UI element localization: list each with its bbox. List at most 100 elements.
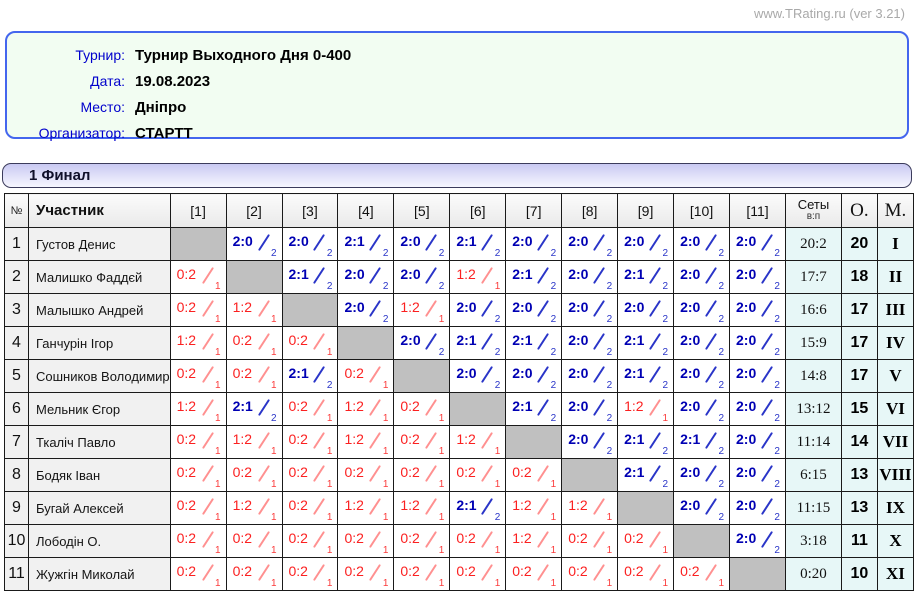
match-games-won: 2	[718, 446, 725, 457]
match-score: 2:0	[680, 332, 701, 348]
table-row: 9 Бугай Алексей 0:2 1 1:2 1 0:2 1 1:2 1 1:2 1 2:1 2 1:…	[4, 491, 914, 525]
match-score: 1:2	[512, 530, 532, 546]
match-score: 2:0	[568, 332, 589, 348]
match-score: 2:0	[736, 431, 757, 447]
match-cell: 1:2 1	[449, 425, 507, 459]
match-games-won: 1	[494, 281, 501, 292]
match-score: 2:0	[624, 233, 645, 249]
match-games-won: 1	[215, 479, 221, 490]
match-score: 2:0	[400, 266, 421, 282]
match-cell: 2:1 2	[449, 326, 507, 360]
place-roman: V	[876, 359, 914, 393]
match-cell-diagonal	[617, 491, 675, 525]
match-games-won: 1	[606, 578, 613, 589]
match-cell: 2:0 2	[729, 359, 786, 393]
match-cell: 0:2 1	[225, 524, 283, 558]
match-score: 2:0	[568, 431, 589, 447]
match-cell: 1:2 1	[337, 392, 395, 426]
match-cell: 2:0 2	[561, 425, 619, 459]
match-cell: 2:0 2	[673, 227, 731, 261]
match-cell: 2:0 2	[505, 293, 563, 327]
match-games-won: 2	[774, 479, 780, 490]
match-slash-icon	[425, 563, 438, 582]
match-cell: 2:0 2	[673, 359, 731, 393]
match-games-won: 2	[494, 314, 501, 325]
match-games-won: 2	[382, 281, 389, 292]
match-slash-icon	[201, 497, 214, 516]
match-cell: 2:0 2	[673, 458, 731, 492]
match-games-won: 2	[606, 281, 613, 292]
match-score: 1:2	[232, 299, 253, 315]
column-header-round: [3]	[281, 193, 339, 228]
match-score: 0:2	[232, 365, 253, 381]
match-score: 2:1	[456, 332, 477, 348]
match-slash-icon	[705, 398, 718, 417]
match-games-won: 1	[326, 578, 333, 589]
match-slash-icon	[593, 299, 606, 318]
match-games-won: 2	[718, 314, 725, 325]
match-cell: 2:1 2	[225, 392, 283, 426]
match-slash-icon	[313, 233, 326, 252]
player-name: Мельник Єгор	[27, 392, 171, 426]
match-score: 2:0	[736, 332, 757, 348]
match-slash-icon	[425, 266, 438, 285]
match-games-won: 2	[662, 281, 669, 292]
match-cell: 0:2 1	[281, 425, 339, 459]
match-cell: 2:0 2	[729, 491, 786, 525]
match-games-won: 2	[774, 248, 780, 259]
match-slash-icon	[313, 431, 326, 450]
match-cell: 0:2 1	[169, 293, 227, 327]
match-games-won: 1	[438, 413, 445, 424]
match-slash-icon	[537, 464, 550, 483]
match-cell: 2:0 2	[617, 227, 675, 261]
match-cell: 2:1 2	[617, 326, 675, 360]
match-slash-icon	[537, 299, 550, 318]
match-score: 2:1	[456, 233, 477, 249]
match-slash-icon	[649, 233, 662, 252]
match-slash-icon	[593, 431, 606, 450]
match-cell: 1:2 1	[225, 491, 283, 525]
match-cell: 0:2 1	[561, 557, 619, 591]
match-games-won: 2	[718, 413, 725, 424]
match-games-won: 1	[215, 281, 221, 292]
match-games-won: 2	[662, 314, 669, 325]
match-games-won: 2	[550, 314, 557, 325]
match-score: 2:0	[232, 233, 253, 249]
table-row: 7 Ткаліч Павло 0:2 1 1:2 1 0:2 1 1:2 1 0:2 1 1:2 1 2:0…	[4, 425, 914, 459]
match-slash-icon	[425, 299, 438, 318]
match-slash-icon	[593, 398, 606, 417]
sets-total: 14:8	[784, 359, 842, 393]
match-slash-icon	[425, 497, 438, 516]
match-score: 0:2	[344, 563, 364, 579]
match-score: 0:2	[456, 530, 476, 546]
match-slash-icon	[369, 530, 382, 549]
column-header-number: №	[4, 193, 29, 228]
match-games-won: 2	[718, 248, 725, 259]
match-slash-icon	[593, 332, 606, 351]
match-score: 2:0	[736, 365, 757, 381]
match-score: 0:2	[176, 497, 197, 513]
match-score: 2:1	[624, 332, 645, 348]
match-slash-icon	[257, 464, 270, 483]
match-slash-icon	[201, 299, 214, 318]
match-slash-icon	[537, 497, 550, 516]
match-score: 1:2	[344, 431, 364, 447]
match-slash-icon	[201, 332, 214, 351]
match-cell: 2:1 2	[673, 425, 731, 459]
player-name: Ткаліч Павло	[27, 425, 171, 459]
match-cell: 2:0 2	[561, 326, 619, 360]
match-games-won: 1	[215, 314, 221, 325]
site-version-label: www.TRating.ru (ver 3.21)	[754, 6, 905, 21]
match-slash-icon	[537, 365, 550, 384]
column-header-place: М.	[876, 193, 914, 228]
match-score: 0:2	[288, 398, 308, 414]
match-slash-icon	[593, 233, 606, 252]
match-games-won: 2	[550, 413, 557, 424]
match-games-won: 2	[774, 347, 780, 358]
player-name: Бугай Алексей	[27, 491, 171, 525]
match-games-won: 2	[718, 380, 725, 391]
match-cell: 0:2 1	[169, 557, 227, 591]
sets-total: 16:6	[784, 293, 842, 327]
match-games-won: 2	[494, 512, 501, 523]
match-score: 0:2	[624, 563, 644, 579]
